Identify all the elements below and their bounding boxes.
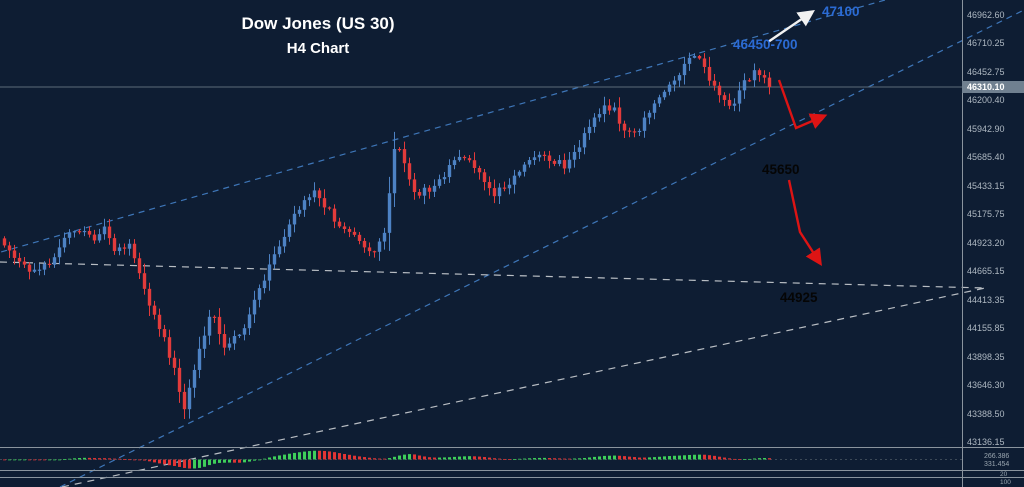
annotation-resistance-zone: 46450-700 <box>733 37 798 52</box>
price-axis-label: 44413.35 <box>967 294 1005 305</box>
price-axis-label: 43136.15 <box>967 437 1005 448</box>
price-axis-label: 44665.15 <box>967 266 1005 277</box>
price-axis-label: 45685.40 <box>967 152 1005 163</box>
price-axis-label: 46200.40 <box>967 94 1005 105</box>
price-axis-label: 43646.30 <box>967 380 1005 391</box>
indicator-value-label: 266.386 <box>984 453 1010 460</box>
chart-subtitle: H4 Chart <box>286 40 350 57</box>
candles-group <box>2 52 772 420</box>
annotation-support-target-2: 44925 <box>780 290 818 305</box>
price-axis-label: 43898.35 <box>967 352 1005 363</box>
pullback-arrow-2 <box>787 179 822 267</box>
price-axis-label: 45433.15 <box>967 180 1005 191</box>
annotation-support-target-1: 45650 <box>762 162 800 177</box>
rising-wedge-support <box>61 287 986 487</box>
price-axis-label: 43388.50 <box>967 409 1005 420</box>
price-axis-label: 44155.85 <box>967 323 1005 334</box>
price-axis-label: 46452.75 <box>967 66 1005 77</box>
indicator-value-label: 331.454 <box>984 461 1010 468</box>
price-axis-label: 45175.75 <box>967 209 1005 220</box>
indicator-scale-label: 20 <box>1000 470 1008 478</box>
ascending-channel-upper <box>0 0 886 253</box>
indicator-histogram <box>0 450 962 469</box>
price-axis-label: 44923.20 <box>967 237 1005 248</box>
price-axis[interactable]: 46962.60 46710.25 46452.75 46200.40 45942.90… <box>962 0 1024 487</box>
current-price-tag: 46310.10 <box>962 80 1024 93</box>
annotation-upper-target: 47100 <box>822 4 860 19</box>
chart-title-block: Dow Jones (US 30) H4 Chart <box>241 14 394 57</box>
ascending-channel-lower <box>59 9 1024 487</box>
pullback-arrow-1 <box>777 79 828 130</box>
price-axis-label: 45942.90 <box>967 123 1005 134</box>
horizontal-support <box>0 261 986 289</box>
annotation-arrows-group <box>767 9 828 267</box>
price-axis-label: 46962.60 <box>967 9 1005 20</box>
indicator-scale-label: 100 <box>1000 478 1011 486</box>
price-axis-label: 46710.25 <box>967 37 1005 48</box>
chart-title: Dow Jones (US 30) <box>241 14 395 33</box>
breakout-arrow-up <box>767 9 815 43</box>
